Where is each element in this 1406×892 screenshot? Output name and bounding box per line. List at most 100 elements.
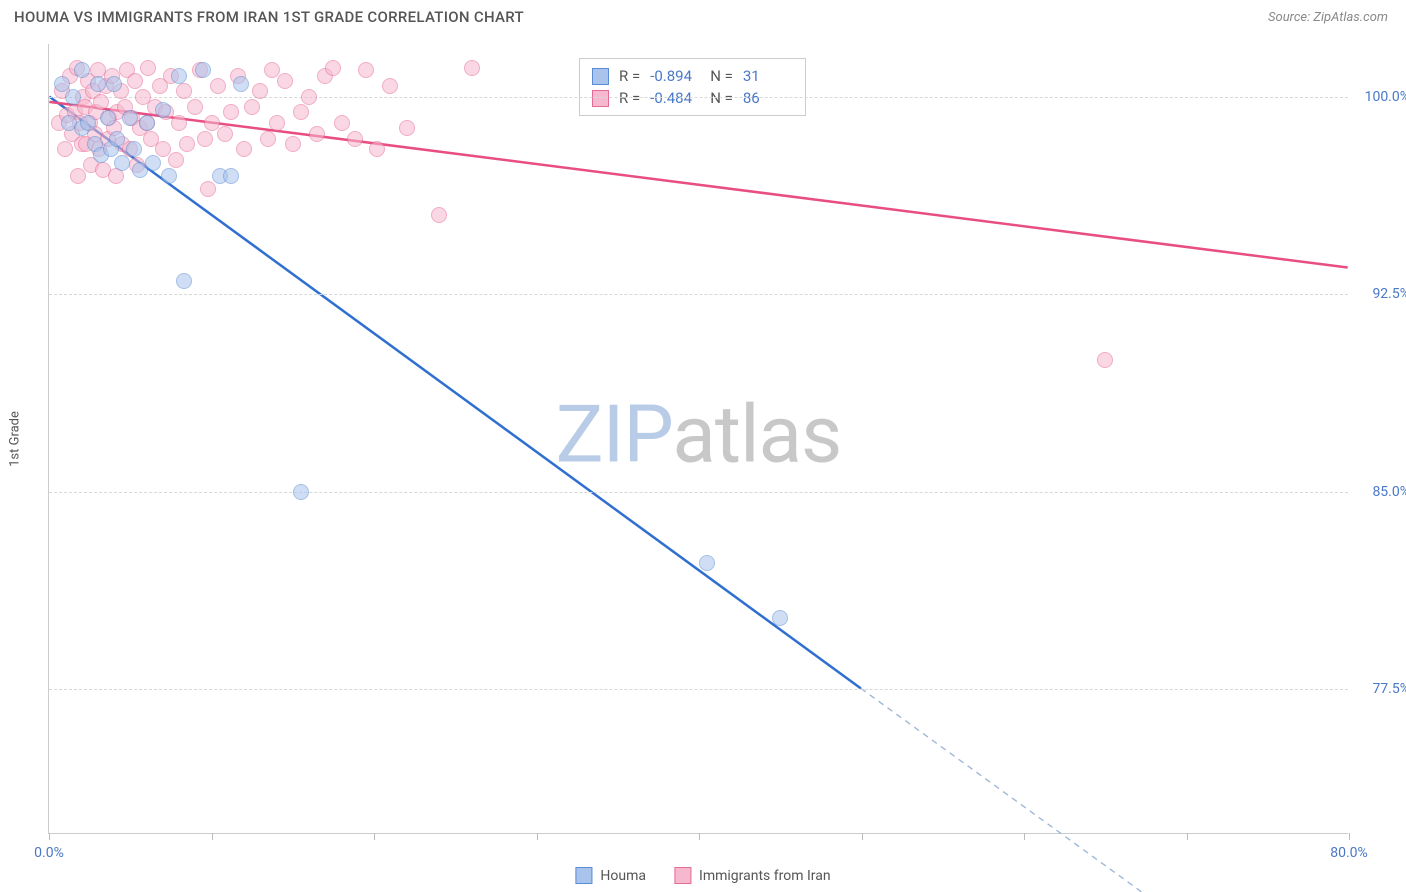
scatter-point-blue [171,68,187,84]
x-tick [1349,833,1350,840]
scatter-point-blue [139,115,155,131]
scatter-point-blue [54,76,70,92]
scatter-point-pink [236,141,252,157]
scatter-point-pink [325,60,341,76]
gridline [49,97,1348,98]
scatter-point-blue [74,62,90,78]
scatter-point-blue [161,168,177,184]
y-tick-label: 100.0% [1355,89,1406,105]
stats-row-pink: R = -0.484 N = 86 [592,87,793,109]
scatter-point-blue [109,131,125,147]
scatter-point-pink [309,126,325,142]
legend-item-blue: Houma [575,867,646,884]
legend-item-pink: Immigrants from Iran [674,867,831,884]
scatter-point-blue [126,141,142,157]
scatter-point-blue [114,155,130,171]
scatter-point-blue [145,155,161,171]
regression-line [49,97,860,689]
scatter-point-blue [80,115,96,131]
scatter-point-pink [369,141,385,157]
scatter-point-pink [244,99,260,115]
scatter-point-pink [252,83,268,99]
scatter-point-blue [122,110,138,126]
r-value-blue: -0.894 [650,67,700,85]
scatter-point-pink [431,207,447,223]
scatter-point-pink [57,141,73,157]
x-tick [1024,833,1025,840]
legend-label-blue: Houma [600,868,646,884]
x-tick [374,833,375,840]
scatter-point-blue [223,168,239,184]
x-tick [699,833,700,840]
swatch-pink [674,867,691,884]
chart-source: Source: ZipAtlas.com [1268,10,1388,25]
chart-title: HOUMA VS IMMIGRANTS FROM IRAN 1ST GRADE … [14,8,524,26]
scatter-point-blue [65,89,81,105]
scatter-point-pink [382,78,398,94]
r-value-pink: -0.484 [650,89,700,107]
swatch-blue [592,68,609,85]
scatter-point-pink [197,131,213,147]
n-label: N = [710,67,733,85]
scatter-point-pink [269,115,285,131]
scatter-point-pink [399,120,415,136]
scatter-point-pink [285,136,301,152]
stats-legend-box: R = -0.894 N = 31 R = -0.484 N = 86 [579,58,806,116]
scatter-point-blue [195,62,211,78]
scatter-point-blue [90,76,106,92]
n-value-pink: 86 [743,89,793,107]
chart-header: HOUMA VS IMMIGRANTS FROM IRAN 1ST GRADE … [0,0,1406,30]
x-tick-label: 80.0% [1330,845,1368,861]
scatter-point-pink [171,115,187,131]
x-tick [537,833,538,840]
gridline [49,294,1348,295]
scatter-point-pink [200,181,216,197]
y-tick-label: 77.5% [1355,681,1406,697]
scatter-point-pink [70,168,86,184]
legend-label-pink: Immigrants from Iran [699,868,831,884]
y-tick-label: 85.0% [1355,484,1406,500]
y-tick-label: 92.5% [1355,286,1406,302]
scatter-point-pink [179,136,195,152]
bottom-legend: Houma Immigrants from Iran [575,867,830,884]
scatter-point-pink [127,73,143,89]
swatch-blue [575,867,592,884]
x-tick [862,833,863,840]
scatter-point-pink [358,62,374,78]
r-label: R = [619,67,640,85]
gridline [49,689,1348,690]
chart-plot-area: 1st Grade ZIPatlas R = -0.894 N = 31 R =… [48,44,1348,834]
scatter-point-pink [260,131,276,147]
scatter-point-pink [301,89,317,105]
scatter-point-blue [699,555,715,571]
scatter-point-pink [168,152,184,168]
scatter-point-pink [223,104,239,120]
x-tick [212,833,213,840]
y-axis-title: 1st Grade [8,411,23,467]
scatter-point-pink [464,60,480,76]
scatter-point-blue [155,102,171,118]
regression-line [49,102,1347,268]
scatter-point-pink [217,126,233,142]
scatter-point-pink [93,94,109,110]
n-value-blue: 31 [743,67,793,85]
scatter-point-pink [334,115,350,131]
scatter-point-blue [233,76,249,92]
scatter-point-pink [140,60,156,76]
stats-row-blue: R = -0.894 N = 31 [592,65,793,87]
scatter-point-pink [277,73,293,89]
regression-lines-layer [49,44,1348,833]
scatter-point-blue [100,110,116,126]
x-tick [1187,833,1188,840]
scatter-point-pink [347,131,363,147]
scatter-point-blue [176,273,192,289]
scatter-point-blue [293,484,309,500]
scatter-point-pink [293,104,309,120]
scatter-point-pink [176,83,192,99]
r-label: R = [619,89,640,107]
swatch-pink [592,90,609,107]
scatter-point-blue [106,76,122,92]
gridline [49,492,1348,493]
scatter-point-pink [187,99,203,115]
scatter-point-pink [210,78,226,94]
